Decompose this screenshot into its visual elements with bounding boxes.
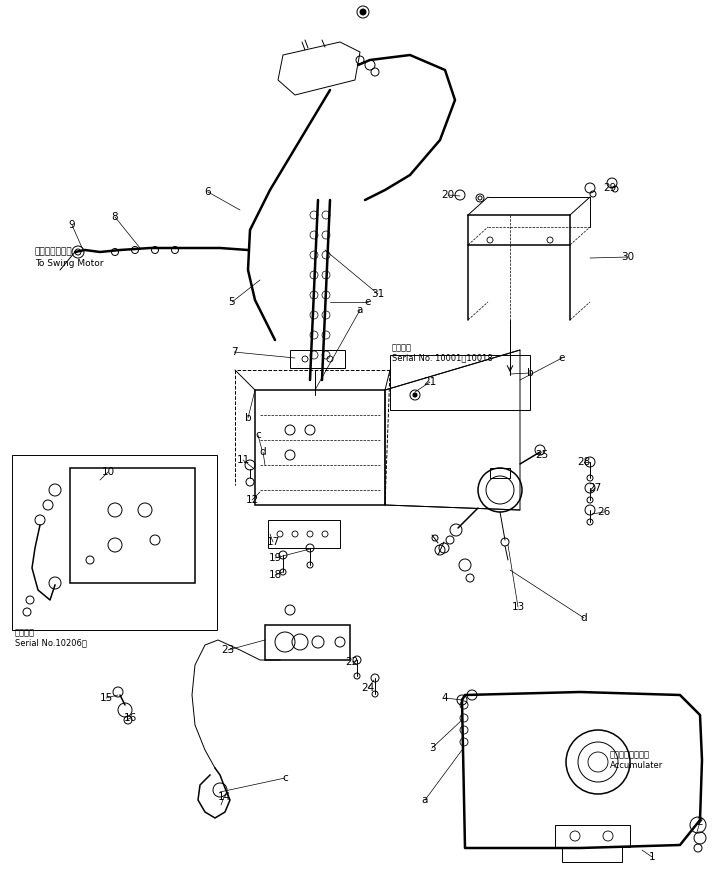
- Bar: [490, 468, 510, 478]
- Text: 30: 30: [621, 252, 634, 262]
- Text: 8: 8: [112, 212, 118, 222]
- Text: 16: 16: [123, 713, 136, 723]
- Text: 適用号機: 適用号機: [392, 343, 412, 352]
- Text: 23: 23: [221, 645, 235, 655]
- Text: To Swing Motor: To Swing Motor: [35, 259, 104, 268]
- Text: 26: 26: [597, 507, 610, 517]
- Text: Serial No. 10001～10018: Serial No. 10001～10018: [392, 353, 493, 363]
- Text: b: b: [244, 413, 252, 423]
- Text: 13: 13: [511, 602, 525, 612]
- Text: 25: 25: [535, 450, 549, 460]
- Text: 17: 17: [266, 537, 280, 547]
- Bar: [390, 355, 530, 410]
- Text: b: b: [526, 368, 534, 378]
- Text: d: d: [260, 447, 266, 457]
- Text: 9: 9: [69, 220, 75, 230]
- Text: 旋回モーターへ: 旋回モーターへ: [35, 248, 72, 257]
- Bar: [255, 390, 385, 505]
- Text: 15: 15: [99, 693, 112, 703]
- Bar: [290, 350, 345, 368]
- Text: 7: 7: [231, 347, 237, 357]
- Text: 20: 20: [442, 190, 455, 200]
- Text: c: c: [282, 773, 288, 783]
- Text: 適用号機: 適用号機: [15, 628, 35, 637]
- Text: 3: 3: [428, 743, 435, 753]
- Circle shape: [360, 9, 366, 15]
- Text: 2: 2: [697, 817, 703, 827]
- Text: c: c: [255, 430, 261, 440]
- Text: 11: 11: [236, 455, 249, 465]
- Circle shape: [413, 393, 417, 397]
- Text: a: a: [357, 305, 363, 315]
- Bar: [12, 455, 217, 630]
- Text: 31: 31: [371, 289, 385, 299]
- Text: a: a: [422, 795, 428, 805]
- Bar: [562, 847, 622, 862]
- Text: 18: 18: [268, 570, 281, 580]
- Text: 1: 1: [649, 852, 655, 862]
- Text: 29: 29: [603, 183, 617, 193]
- Text: 5: 5: [228, 297, 236, 307]
- Text: 10: 10: [102, 467, 115, 477]
- Text: 14: 14: [218, 792, 231, 802]
- Text: d: d: [581, 613, 587, 623]
- Text: e: e: [365, 297, 371, 307]
- Text: 28: 28: [577, 457, 591, 467]
- Text: アキュームレータ: アキュームレータ: [610, 750, 650, 759]
- Text: Serial No.10206～: Serial No.10206～: [15, 638, 87, 648]
- Text: 12: 12: [245, 495, 259, 505]
- Bar: [70, 468, 195, 583]
- Text: e: e: [559, 353, 566, 363]
- Text: 4: 4: [442, 693, 448, 703]
- Text: 27: 27: [589, 483, 602, 493]
- Text: 21: 21: [423, 377, 436, 387]
- Text: 22: 22: [345, 657, 359, 667]
- Bar: [265, 625, 350, 660]
- Text: 6: 6: [204, 187, 211, 197]
- Bar: [268, 520, 340, 548]
- Text: 24: 24: [361, 683, 375, 693]
- Text: Accumulater: Accumulater: [610, 760, 663, 769]
- Bar: [555, 825, 630, 847]
- Text: 19: 19: [268, 553, 281, 563]
